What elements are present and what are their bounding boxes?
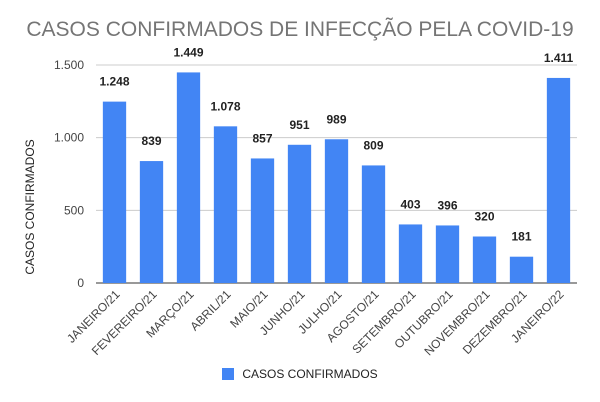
data-label: 1.449 [173,45,203,59]
bar [546,77,571,284]
y-tick-label: 0 [77,276,84,290]
bar [361,165,386,283]
bar [287,144,312,283]
bar [509,256,534,283]
bar [398,224,423,283]
data-label: 809 [363,138,383,152]
x-tick-label: NOVEMBRO/21 [421,287,492,358]
legend: CASOS CONFIRMADOS [0,367,600,381]
bar [102,101,127,284]
bar [176,72,201,283]
data-label: 1.248 [99,75,129,89]
data-label: 839 [141,134,161,148]
data-label: 181 [511,230,531,244]
bar [324,139,349,283]
x-tick-label: DEZEMBRO/21 [460,287,530,357]
bar [435,225,460,283]
x-tick-label: FEVEREIRO/21 [89,287,160,358]
data-label: 857 [252,131,272,145]
y-tick-label: 1.000 [54,131,84,145]
legend-label: CASOS CONFIRMADOS [242,367,378,381]
bar [213,126,238,284]
chart-title: CASOS CONFIRMADOS DE INFECÇÃO PELA COVID… [26,18,574,41]
bar [472,236,497,283]
y-tick-label: 500 [64,203,84,217]
data-label: 951 [289,118,309,132]
bar [139,161,164,283]
data-label: 396 [437,198,457,212]
data-label: 1.411 [544,51,574,65]
x-tick-label: ABRIL/21 [187,287,233,333]
data-label: 403 [400,197,420,211]
data-label: 989 [326,112,346,126]
data-label: 1.078 [210,99,240,113]
bar [250,158,275,283]
x-tick-label: SETEMBRO/21 [349,287,419,357]
y-tick-label: 1.500 [54,58,84,72]
data-label: 320 [474,209,494,223]
legend-swatch [222,368,235,380]
